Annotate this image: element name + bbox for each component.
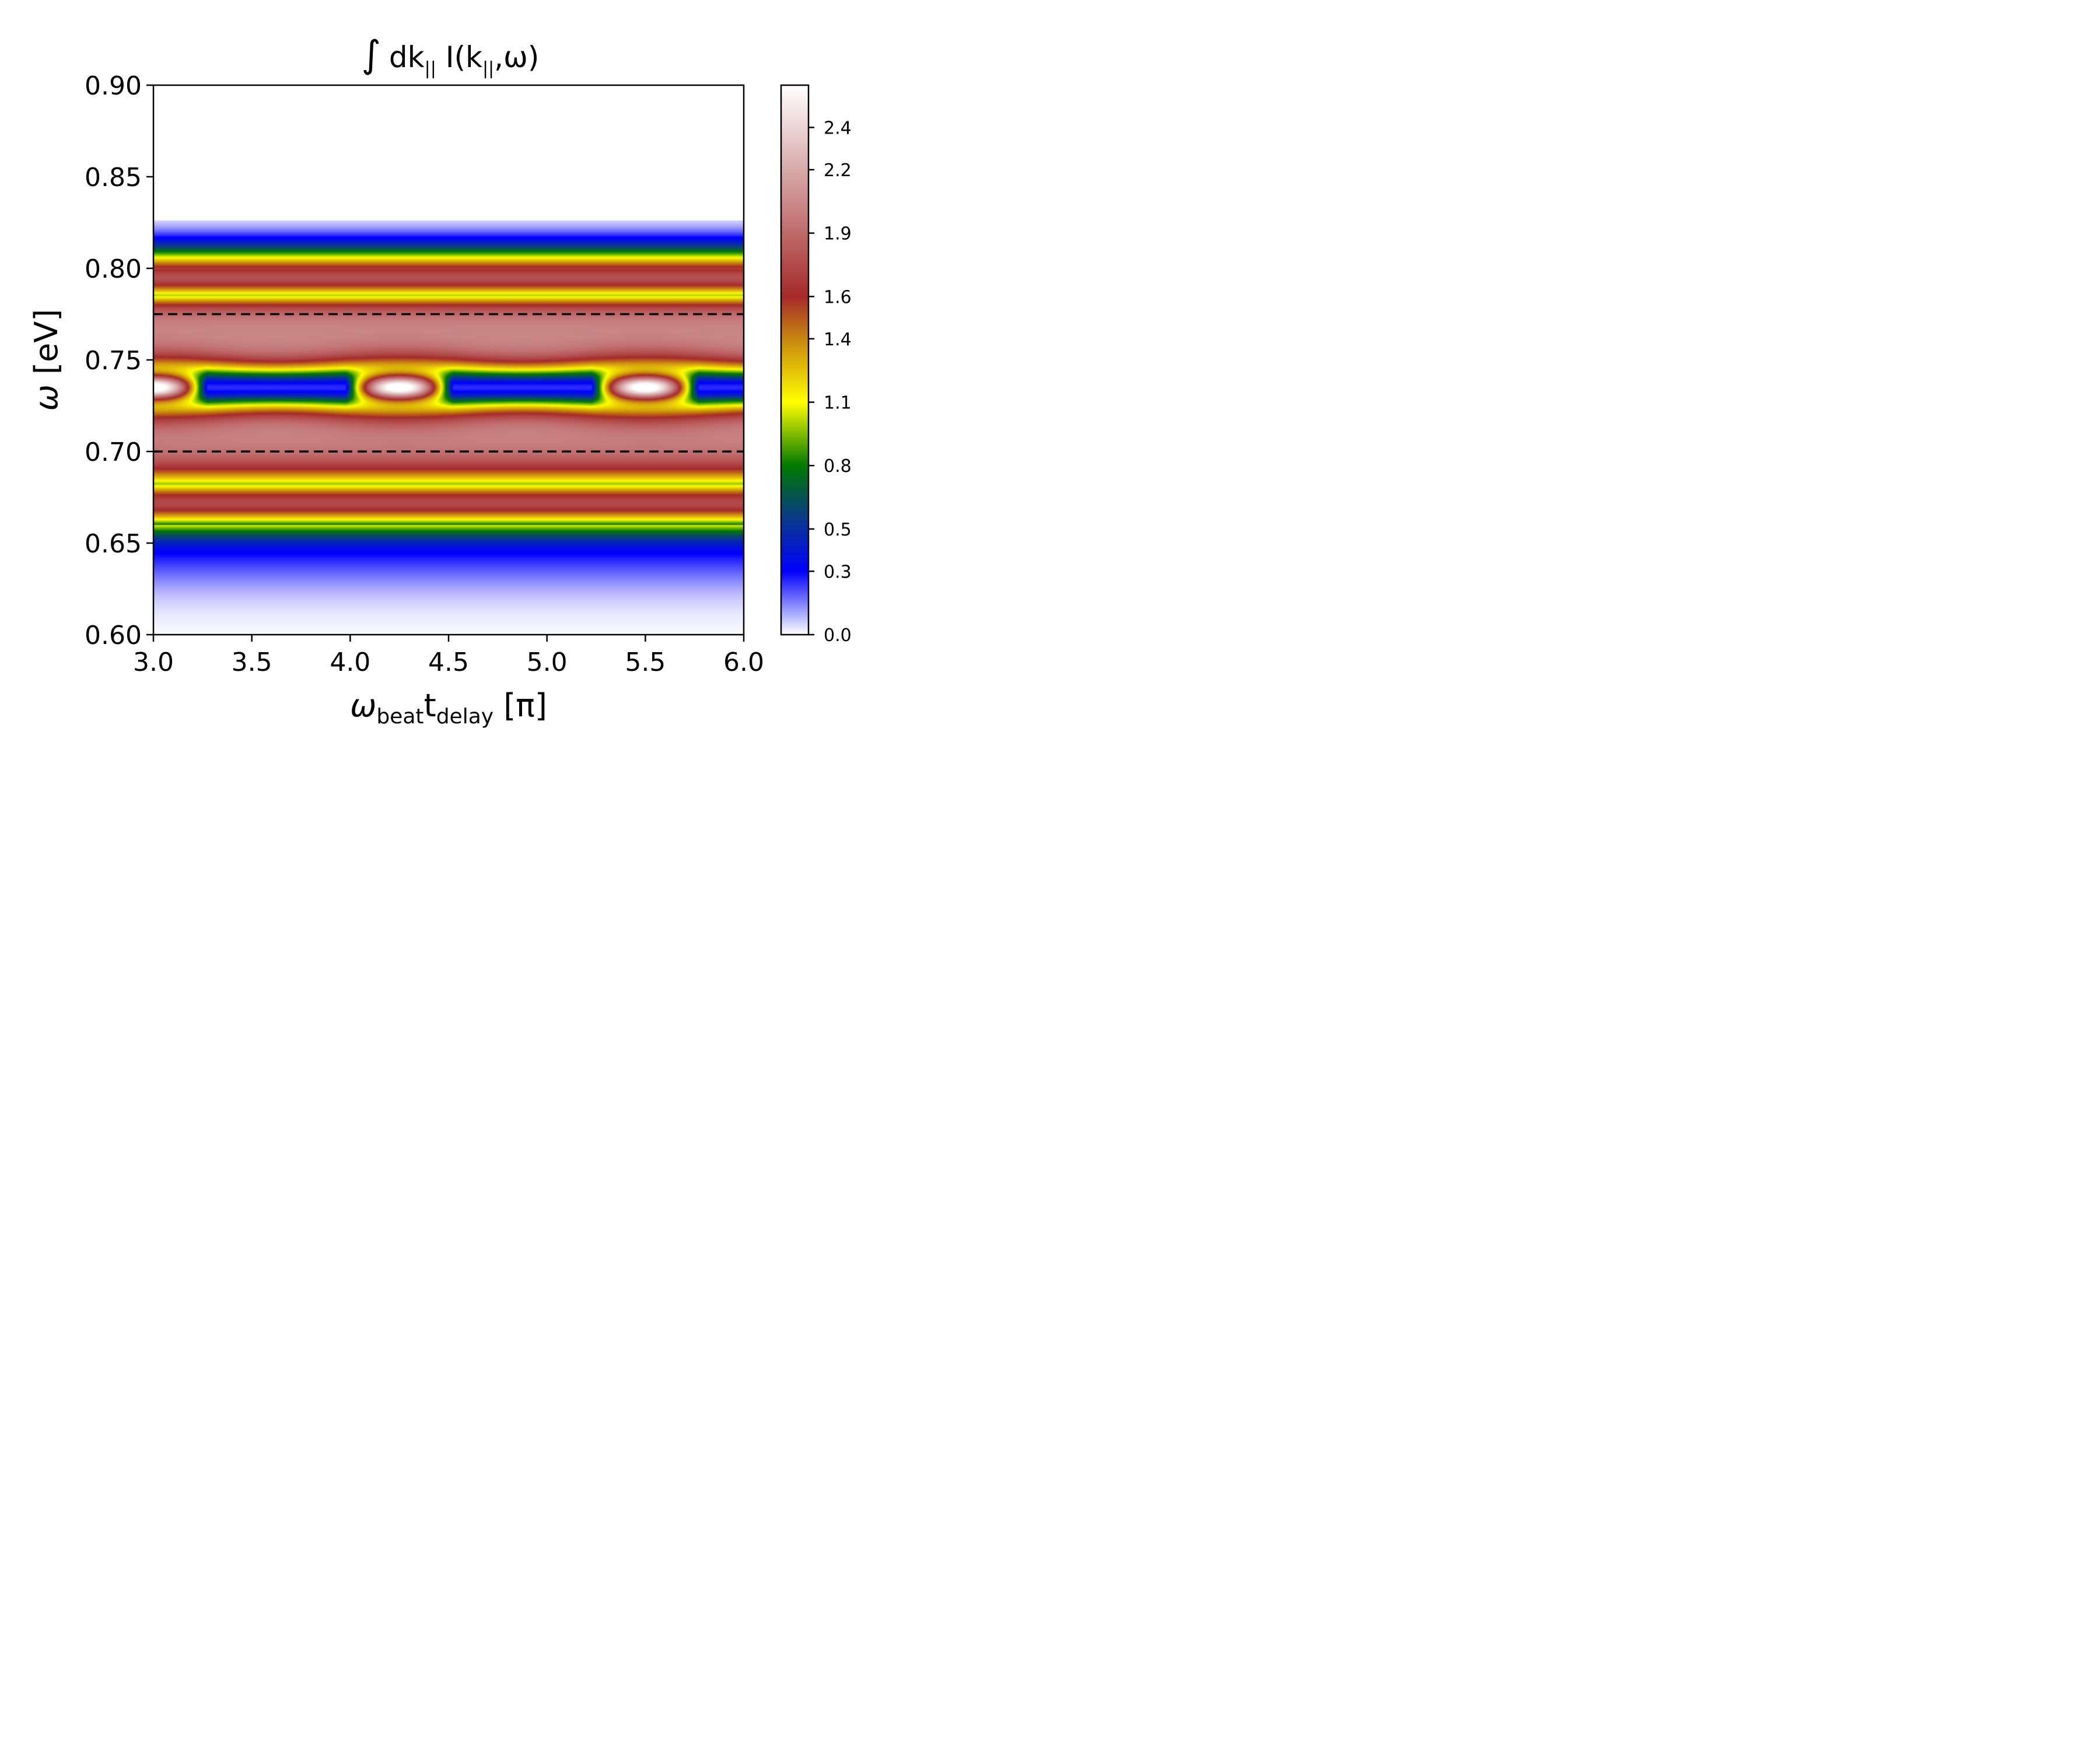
dashed-lines [153, 313, 744, 453]
colorbar-tick-label: 0.0 [824, 625, 852, 646]
y-tick-label: 0.75 [85, 346, 142, 376]
y-tick-label: 0.85 [85, 163, 142, 192]
title-sub1: || [425, 58, 436, 79]
colorbar-tick-label: 1.6 [824, 287, 852, 307]
x-tick-label: 4.0 [330, 648, 370, 677]
title-integral: ∫ [362, 33, 381, 76]
y-axis: 0.60 0.65 0.70 0.75 0.80 0.85 0.90 [85, 71, 153, 650]
x-tick-label: 5.0 [527, 648, 568, 677]
colorbar-tick-label: 1.1 [824, 393, 852, 413]
colorbar-tick-label: 1.4 [824, 330, 852, 350]
y-tick-label: 0.65 [85, 529, 142, 559]
colorbar [781, 85, 808, 635]
title-dk: dk [389, 40, 425, 74]
x-axis: 3.0 3.5 4.0 4.5 5.0 5.5 6.0 [133, 635, 764, 677]
x-tick-label: 5.5 [625, 648, 666, 677]
x-tick-label: 3.5 [232, 648, 272, 677]
y-tick-label: 0.60 [85, 621, 142, 650]
figure: ∫ dk|| I(k||,ω) 3.0 3.5 4.0 4.5 5.0 5.5 6.0 0.6… [28, 33, 852, 729]
colorbar-ticks: 0.0 0.3 0.5 0.8 1.1 1.4 1.6 1.9 2.2 2.4 [808, 118, 852, 646]
x-axis-label: ωbeattdelay [π] [350, 687, 547, 729]
colorbar-frame [780, 84, 810, 636]
y-axis-label: ω [eV] [28, 309, 65, 411]
title-sub2: || [482, 58, 494, 79]
x-tick-label: 3.0 [133, 648, 174, 677]
y-tick-label: 0.70 [85, 438, 142, 467]
title-suffix: ,ω) [494, 40, 539, 74]
heatmap-image [153, 85, 744, 635]
colorbar-tick-label: 0.8 [824, 456, 852, 477]
chart-title: ∫ dk|| I(k||,ω) [362, 33, 540, 79]
x-tick-label: 4.5 [428, 648, 469, 677]
colorbar-tick-label: 2.2 [824, 160, 852, 181]
y-tick-label: 0.90 [85, 71, 142, 101]
y-tick-label: 0.80 [85, 254, 142, 284]
title-mid: I(k [436, 40, 482, 74]
x-tick-label: 6.0 [723, 648, 764, 677]
colorbar-tick-label: 0.3 [824, 562, 852, 582]
colorbar-tick-label: 0.5 [824, 520, 852, 540]
colorbar-tick-label: 2.4 [824, 118, 852, 138]
colorbar-tick-label: 1.9 [824, 224, 852, 244]
